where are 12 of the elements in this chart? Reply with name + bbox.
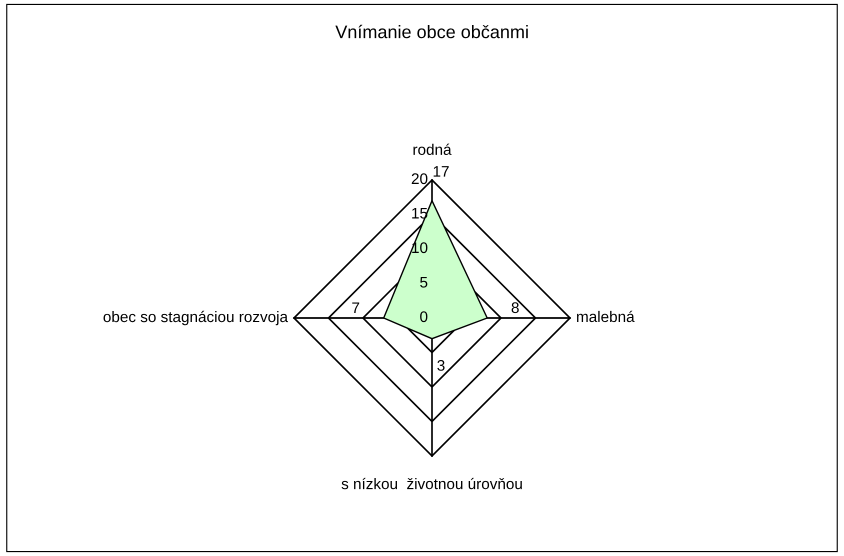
data-label: 8 xyxy=(512,302,519,314)
data-label: 17 xyxy=(434,166,449,177)
y-tick-label: 5 xyxy=(420,276,428,288)
data-label: 3 xyxy=(437,360,445,371)
chart-title: Vnímanie obce občanmi xyxy=(335,24,528,38)
spoke-label: rodná xyxy=(413,144,452,155)
y-tick-label: 0 xyxy=(420,311,428,322)
y-tick-label: 20 xyxy=(412,173,428,184)
data-label: 7 xyxy=(352,302,360,313)
spoke-label: s nízkou životnou úrovňou xyxy=(342,478,522,490)
spoke-label: obec so stagnáciou rozvoja xyxy=(104,310,288,326)
spoke-label: malebná xyxy=(577,310,635,322)
